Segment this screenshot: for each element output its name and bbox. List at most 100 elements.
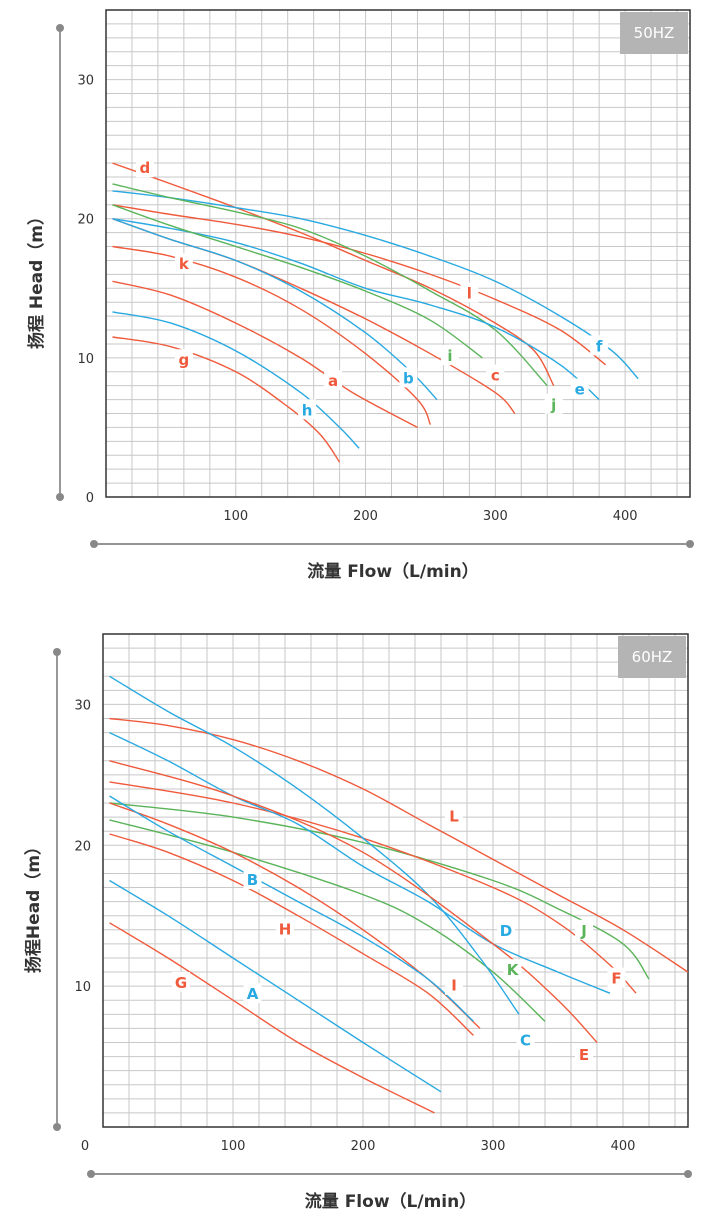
curve-label-B: B — [247, 871, 258, 889]
curve-label-C: C — [520, 1032, 531, 1050]
curve-label-bg — [575, 1043, 593, 1064]
curve-K — [109, 819, 546, 1022]
curve-label-bg — [486, 364, 505, 385]
curve-label-G: G — [175, 974, 187, 992]
curve-label-j: j — [550, 396, 556, 414]
plot-area — [106, 10, 690, 497]
curve-label-E: E — [579, 1046, 589, 1064]
curve-D — [109, 731, 611, 994]
x-axis-title: 流量 Flow（L/min） — [305, 1191, 476, 1212]
curve-labels: d l f j e i c b k ah g — [135, 157, 609, 420]
curve-label-K: K — [507, 961, 520, 979]
curve-label-c: c — [491, 367, 500, 385]
curve-label-i: i — [447, 347, 452, 365]
curve-k — [112, 245, 432, 425]
curve-label-bg — [440, 345, 459, 366]
curve-G — [109, 922, 435, 1114]
grid — [106, 10, 690, 497]
curve-label-H: H — [279, 920, 292, 938]
curve-label-l: l — [467, 284, 472, 302]
x-axis-title: 流量 Flow（L/min） — [307, 561, 478, 582]
y-tick-label: 10 — [74, 980, 91, 995]
curve-H — [109, 833, 474, 1036]
curve-L — [109, 717, 688, 973]
curve-A — [109, 879, 442, 1093]
curve-F — [109, 781, 637, 994]
x-tick-label: 100 — [223, 509, 248, 524]
curve-f — [112, 190, 639, 380]
curve-label-f: f — [596, 337, 603, 355]
curve-label-bg — [590, 335, 609, 356]
curve-label-bg — [399, 367, 418, 388]
curve-h — [112, 311, 360, 449]
plot-frame — [102, 633, 689, 1128]
x-tick-label: 300 — [481, 1139, 506, 1154]
curve-label-bg — [503, 959, 522, 980]
y-tick-label: 20 — [77, 213, 94, 228]
curve-label-A: A — [247, 985, 259, 1003]
x-axis-dot-right — [686, 540, 694, 548]
x-axis-dot-left — [87, 1170, 95, 1178]
x-tick-label: 100 — [221, 1139, 246, 1154]
curve-j — [112, 183, 548, 387]
y-axis-title: 扬程 Head（m） — [26, 208, 47, 349]
curve-label-k: k — [179, 255, 190, 273]
curve-label-bg — [172, 971, 190, 992]
frequency-badge-label: 50HZ — [634, 24, 675, 42]
curve-label-bg — [497, 919, 515, 940]
plot-frame — [105, 9, 691, 498]
curve-label-bg — [575, 919, 593, 940]
y-tick-label: 10 — [77, 352, 94, 367]
curve-label-F: F — [611, 970, 621, 988]
curve-label-I: I — [451, 977, 457, 995]
curve-label-b: b — [403, 369, 414, 387]
curve-label-bg — [174, 349, 193, 370]
curves — [109, 675, 688, 1114]
curve-label-D: D — [500, 922, 512, 940]
x-tick-label: 300 — [483, 509, 508, 524]
curve-label-J: J — [580, 922, 587, 940]
curve-labels: L J F D K C E I B H A G — [172, 805, 626, 1064]
x-tick-label: 400 — [611, 1139, 636, 1154]
plot-area — [103, 634, 688, 1127]
curve-label-bg — [276, 918, 294, 939]
curve-label-d: d — [140, 159, 151, 177]
grid — [103, 634, 688, 1127]
curve-g — [112, 336, 341, 463]
curve-i — [112, 204, 483, 359]
curve-label-bg — [298, 399, 317, 420]
y-tick-label: 0 — [86, 491, 94, 506]
x-tick-label: 200 — [353, 509, 378, 524]
y-axis-dot-top — [53, 648, 61, 656]
curve-label-bg — [607, 967, 626, 988]
curve-label-bg — [516, 1029, 535, 1050]
y-axis-dot-bottom — [56, 493, 64, 501]
frequency-badge-label: 60HZ — [632, 648, 673, 666]
curve-label-bg — [243, 983, 262, 1004]
frequency-badge — [620, 12, 688, 54]
curve-label-L: L — [449, 808, 459, 826]
x-tick-label: 200 — [351, 1139, 376, 1154]
curve-a — [112, 280, 418, 429]
x-axis-dot-right — [684, 1170, 692, 1178]
curve-B — [109, 795, 474, 1022]
frequency-badge — [618, 636, 686, 678]
curve-label-bg — [445, 974, 463, 995]
curve-label-bg — [174, 253, 193, 274]
curve-label-h: h — [302, 401, 313, 419]
y-axis-title: 扬程Head（m） — [23, 838, 44, 973]
curve-label-bg — [460, 282, 479, 303]
curve-label-a: a — [328, 372, 338, 390]
curve-label-bg — [135, 157, 154, 178]
curve-label-bg — [324, 370, 343, 391]
curve-label-bg — [445, 805, 463, 826]
y-tick-label: 30 — [77, 74, 94, 89]
chart-50hz: 50HZ 0 10 20 30 100 200 300 400 流量 Flow（L/min） 扬程 … — [26, 9, 694, 582]
y-tick-label: 30 — [74, 698, 91, 713]
curve-label-g: g — [178, 351, 189, 369]
curve-label-bg — [243, 869, 262, 890]
curve-label-e: e — [575, 380, 585, 398]
y-axis-dot-top — [56, 24, 64, 32]
curve-label-bg — [544, 393, 563, 414]
